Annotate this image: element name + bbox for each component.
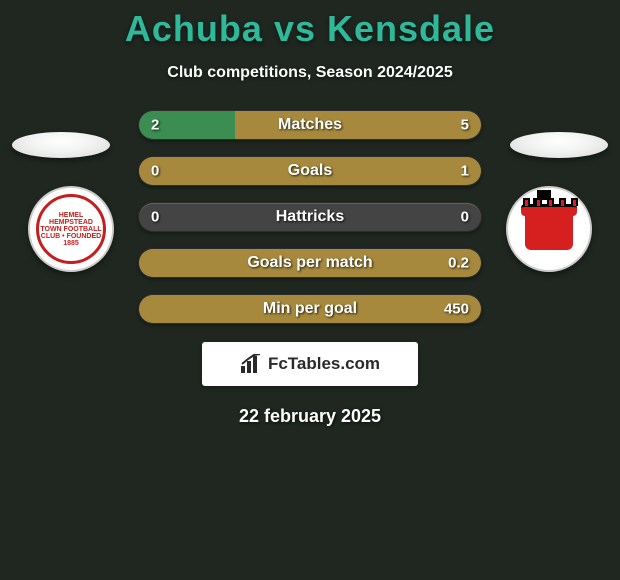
page-title: Achuba vs Kensdale: [0, 8, 620, 50]
date-label: 22 february 2025: [0, 406, 620, 427]
stat-value-left: 0: [151, 163, 159, 180]
stat-bar-right: [139, 249, 481, 277]
bar-chart-icon: [240, 354, 262, 374]
decorative-ellipse-right: [510, 132, 608, 158]
stat-row: Goals per match0.2: [138, 248, 482, 278]
stat-value-right: 1: [461, 163, 469, 180]
decorative-ellipse-left: [12, 132, 110, 158]
title-player-left: Achuba: [125, 8, 263, 49]
stat-bar-right: [139, 295, 481, 323]
stat-label: Hattricks: [139, 208, 481, 226]
brand-logo: FcTables.com: [202, 342, 418, 386]
team-badge-left-text: HEMEL HEMPSTEAD TOWN FOOTBALL CLUB • FOU…: [39, 212, 103, 247]
stat-row: Goals01: [138, 156, 482, 186]
stat-value-left: 0: [151, 209, 159, 226]
title-player-right: Kensdale: [327, 8, 495, 49]
fort-icon: [525, 208, 573, 250]
team-badge-left: HEMEL HEMPSTEAD TOWN FOOTBALL CLUB • FOU…: [28, 186, 114, 272]
stat-value-left: 2: [151, 117, 159, 134]
stat-row: Matches25: [138, 110, 482, 140]
stat-value-right: 0.2: [448, 255, 469, 272]
stat-value-right: 5: [461, 117, 469, 134]
team-badge-right: [506, 186, 592, 272]
subtitle: Club competitions, Season 2024/2025: [0, 64, 620, 82]
stat-bar-right: [235, 111, 481, 139]
title-vs: vs: [274, 8, 316, 49]
stat-value-right: 450: [444, 301, 469, 318]
team-badge-left-ring: HEMEL HEMPSTEAD TOWN FOOTBALL CLUB • FOU…: [36, 194, 106, 264]
stat-row: Hattricks0 0: [138, 202, 482, 232]
team-badge-right-art: [508, 188, 590, 270]
stat-row: Min per goal450: [138, 294, 482, 324]
brand-logo-text: FcTables.com: [268, 354, 380, 374]
stat-value-right: 0: [461, 209, 469, 226]
stat-bar-right: [139, 157, 481, 185]
